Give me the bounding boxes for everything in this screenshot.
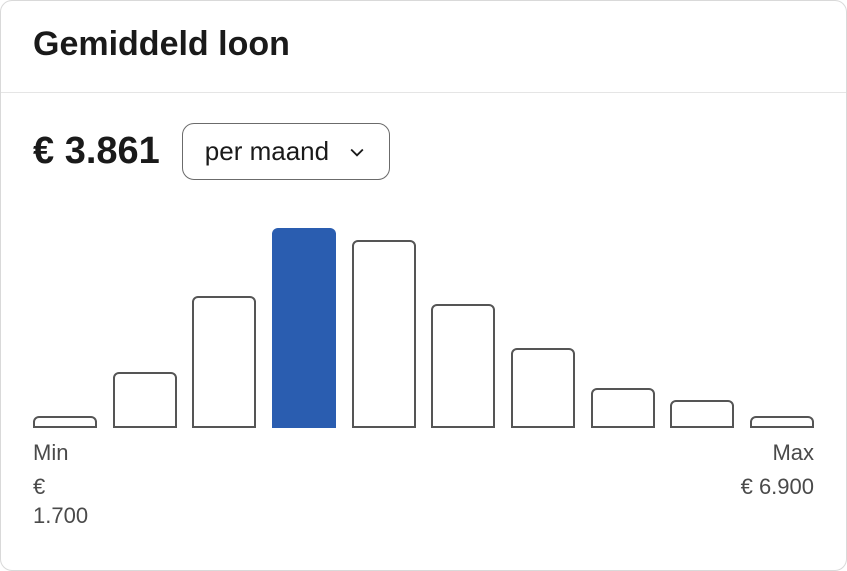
histogram-bar [33, 416, 97, 428]
axis-min: Min € 1.700 [33, 438, 103, 531]
amount-row: € 3.861 per maand [33, 123, 814, 180]
period-select[interactable]: per maand [182, 123, 390, 180]
salary-histogram: Min € 1.700 Max € 6.900 [33, 228, 814, 531]
card-title: Gemiddeld loon [33, 25, 814, 64]
card-header: Gemiddeld loon [1, 1, 846, 93]
histogram-bar [352, 240, 416, 428]
histogram-bar [192, 296, 256, 428]
axis-max: Max € 6.900 [741, 438, 814, 531]
histogram-bar [272, 228, 336, 428]
histogram-bar [113, 372, 177, 428]
axis-row: Min € 1.700 Max € 6.900 [33, 438, 814, 531]
min-label: Min [33, 438, 103, 468]
min-value: € 1.700 [33, 472, 103, 531]
histogram-bar [431, 304, 495, 428]
max-label: Max [772, 438, 814, 468]
salary-card: Gemiddeld loon € 3.861 per maand Min € 1… [0, 0, 847, 571]
histogram-bar [591, 388, 655, 428]
histogram-bar [750, 416, 814, 428]
average-amount: € 3.861 [33, 130, 160, 173]
period-label: per maand [205, 136, 329, 167]
histogram-bar [670, 400, 734, 428]
max-value: € 6.900 [741, 472, 814, 502]
chevron-down-icon [347, 142, 367, 162]
histogram-bar [511, 348, 575, 428]
histogram-bars [33, 228, 814, 428]
card-body: € 3.861 per maand Min € 1.700 Max € 6.90… [1, 93, 846, 549]
